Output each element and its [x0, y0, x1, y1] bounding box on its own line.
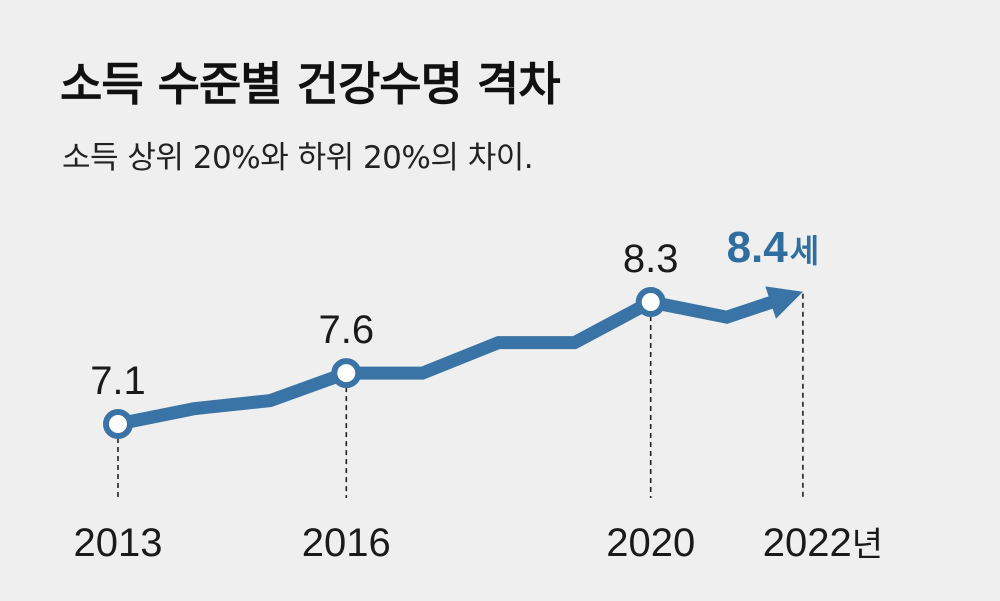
chart-title: 소득 수준별 건강수명 격차: [60, 57, 561, 111]
value-label-2022: 8.4세: [727, 223, 820, 272]
year-label-2020: 2020: [606, 521, 695, 565]
year-label-2013: 2013: [74, 521, 163, 565]
data-point-2013: [103, 409, 133, 439]
value-labels: 7.1 7.6 8.3 8.4세: [90, 223, 819, 403]
value-label-2013: 7.1: [90, 359, 146, 403]
value-label-2016: 7.6: [318, 308, 374, 352]
guide-lines: [117, 293, 804, 498]
chart-subtitle: 소득 상위 20%와 하위 20%의 차이.: [62, 140, 534, 176]
series-line: [116, 295, 775, 431]
year-label-2016: 2016: [302, 521, 391, 565]
end-arrow-marker: [765, 286, 803, 319]
data-point-2020: [635, 286, 666, 317]
data-markers: [103, 286, 666, 439]
value-label-2020: 8.3: [623, 237, 679, 281]
year-label-2022: 2022년: [763, 521, 883, 565]
data-point-2016: [331, 358, 362, 389]
x-axis-labels: 2013 2016 2020 2022년: [74, 521, 884, 565]
